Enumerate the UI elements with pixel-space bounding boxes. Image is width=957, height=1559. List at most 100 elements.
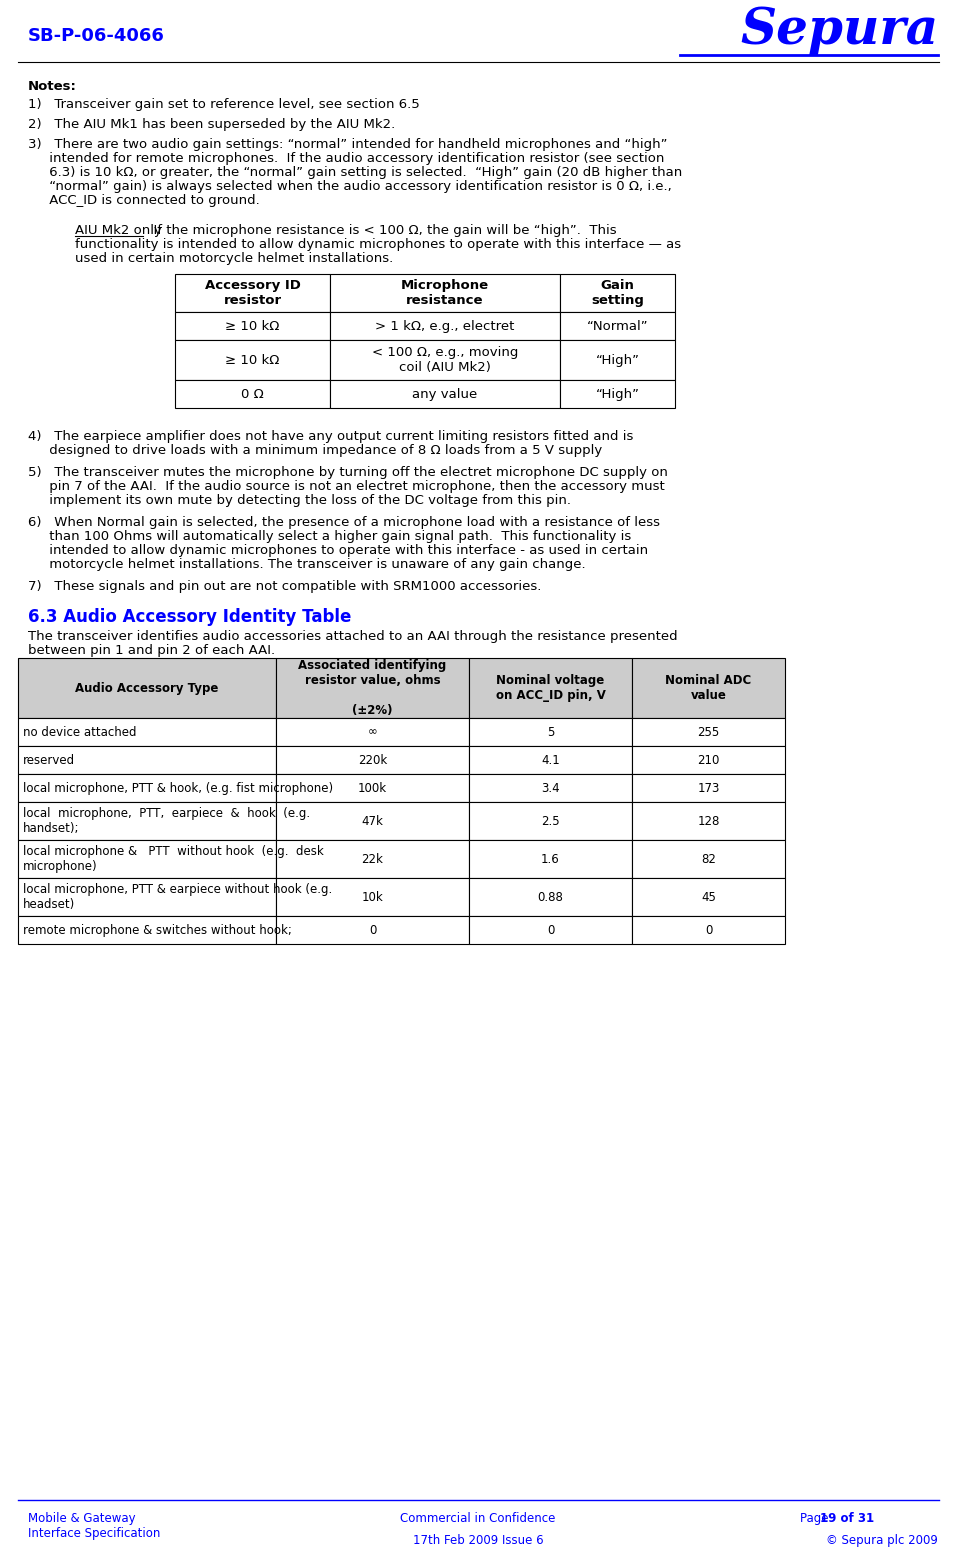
Bar: [330, 274, 560, 312]
Bar: [469, 719, 632, 747]
Text: Nominal ADC
value: Nominal ADC value: [665, 673, 751, 702]
Text: local microphone, PTT & earpiece without hook (e.g.
headset): local microphone, PTT & earpiece without…: [23, 882, 332, 910]
Text: ≥ 10 kΩ: ≥ 10 kΩ: [225, 354, 279, 366]
Text: 47k: 47k: [362, 814, 384, 828]
Text: Sepura: Sepura: [740, 6, 938, 55]
Text: > 1 kΩ, e.g., electret: > 1 kΩ, e.g., electret: [375, 320, 515, 332]
Text: local microphone &   PTT  without hook  (e.g.  desk
microphone): local microphone & PTT without hook (e.g…: [23, 845, 323, 873]
Text: 0: 0: [704, 923, 712, 937]
Bar: [632, 658, 785, 719]
Bar: [18, 658, 276, 719]
Text: Associated identifying
resistor value, ohms

(±2%): Associated identifying resistor value, o…: [299, 659, 447, 717]
Bar: [276, 658, 469, 719]
Text: 0 Ω: 0 Ω: [241, 388, 264, 401]
Bar: [560, 380, 675, 408]
Bar: [330, 312, 560, 340]
Bar: [276, 747, 469, 773]
Text: any value: any value: [412, 388, 478, 401]
Text: implement its own mute by detecting the loss of the DC voltage from this pin.: implement its own mute by detecting the …: [28, 494, 571, 507]
Text: between pin 1 and pin 2 of each AAI.: between pin 1 and pin 2 of each AAI.: [28, 644, 275, 656]
Text: Nominal voltage
on ACC_ID pin, V: Nominal voltage on ACC_ID pin, V: [496, 673, 606, 702]
Text: used in certain motorcycle helmet installations.: used in certain motorcycle helmet instal…: [75, 253, 393, 265]
Bar: [175, 274, 330, 312]
Bar: [632, 917, 785, 945]
Bar: [18, 917, 276, 945]
Bar: [469, 917, 632, 945]
Text: “High”: “High”: [595, 354, 639, 366]
Text: 6.3 Audio Accessory Identity Table: 6.3 Audio Accessory Identity Table: [28, 608, 351, 627]
Text: ∞: ∞: [367, 725, 377, 739]
Text: 100k: 100k: [358, 781, 387, 795]
Text: local microphone, PTT & hook, (e.g. fist microphone): local microphone, PTT & hook, (e.g. fist…: [23, 781, 333, 795]
Text: Page: Page: [800, 1512, 833, 1525]
Bar: [469, 840, 632, 878]
Text: Audio Accessory Type: Audio Accessory Type: [76, 681, 219, 694]
Bar: [469, 747, 632, 773]
Bar: [469, 801, 632, 840]
Bar: [18, 719, 276, 747]
Text: functionality is intended to allow dynamic microphones to operate with this inte: functionality is intended to allow dynam…: [75, 239, 681, 251]
Text: 1)   Transceiver gain set to reference level, see section 6.5: 1) Transceiver gain set to reference lev…: [28, 98, 420, 111]
Bar: [18, 878, 276, 917]
Text: Commercial in Confidence: Commercial in Confidence: [400, 1512, 556, 1525]
Text: ACC_ID is connected to ground.: ACC_ID is connected to ground.: [28, 193, 259, 207]
Text: 7)   These signals and pin out are not compatible with SRM1000 accessories.: 7) These signals and pin out are not com…: [28, 580, 542, 592]
Text: 4.1: 4.1: [541, 753, 560, 767]
Bar: [632, 773, 785, 801]
Text: Mobile & Gateway: Mobile & Gateway: [28, 1512, 136, 1525]
Bar: [18, 747, 276, 773]
Bar: [18, 840, 276, 878]
Text: Accessory ID
resistor: Accessory ID resistor: [205, 279, 300, 307]
Bar: [632, 801, 785, 840]
Bar: [469, 878, 632, 917]
Text: 82: 82: [701, 853, 716, 865]
Bar: [469, 658, 632, 719]
Text: 19 of 31: 19 of 31: [820, 1512, 874, 1525]
Text: “Normal”: “Normal”: [587, 320, 648, 332]
Bar: [330, 340, 560, 380]
Text: 3.4: 3.4: [542, 781, 560, 795]
Text: local  microphone,  PTT,  earpiece  &  hook  (e.g.
handset);: local microphone, PTT, earpiece & hook (…: [23, 808, 310, 836]
Bar: [276, 878, 469, 917]
Text: “High”: “High”: [595, 388, 639, 401]
Text: 4)   The earpiece amplifier does not have any output current limiting resistors : 4) The earpiece amplifier does not have …: [28, 430, 634, 443]
Text: reserved: reserved: [23, 753, 76, 767]
Text: 0: 0: [546, 923, 554, 937]
Text: no device attached: no device attached: [23, 725, 137, 739]
Bar: [276, 840, 469, 878]
Text: Microphone
resistance: Microphone resistance: [401, 279, 489, 307]
Bar: [632, 840, 785, 878]
Bar: [632, 747, 785, 773]
Text: 22k: 22k: [362, 853, 384, 865]
Text: “normal” gain) is always selected when the audio accessory identification resist: “normal” gain) is always selected when t…: [28, 179, 672, 193]
Bar: [632, 719, 785, 747]
Text: 173: 173: [698, 781, 720, 795]
Text: 10k: 10k: [362, 890, 384, 904]
Bar: [276, 917, 469, 945]
Bar: [18, 801, 276, 840]
Bar: [175, 380, 330, 408]
Text: pin 7 of the AAI.  If the audio source is not an electret microphone, then the a: pin 7 of the AAI. If the audio source is…: [28, 480, 665, 493]
Text: < 100 Ω, e.g., moving
coil (AIU Mk2): < 100 Ω, e.g., moving coil (AIU Mk2): [372, 346, 518, 374]
Text: 128: 128: [698, 814, 720, 828]
Bar: [175, 340, 330, 380]
Bar: [469, 773, 632, 801]
Text: remote microphone & switches without hook;: remote microphone & switches without hoo…: [23, 923, 292, 937]
Text: 220k: 220k: [358, 753, 388, 767]
Text: 6.3) is 10 kΩ, or greater, the “normal” gain setting is selected.  “High” gain (: 6.3) is 10 kΩ, or greater, the “normal” …: [28, 165, 682, 179]
Text: 17th Feb 2009 Issue 6: 17th Feb 2009 Issue 6: [412, 1534, 544, 1547]
Text: 5)   The transceiver mutes the microphone by turning off the electret microphone: 5) The transceiver mutes the microphone …: [28, 466, 668, 479]
Text: 3)   There are two audio gain settings: “normal” intended for handheld microphon: 3) There are two audio gain settings: “n…: [28, 139, 667, 151]
Text: © Sepura plc 2009: © Sepura plc 2009: [826, 1534, 938, 1547]
Bar: [276, 719, 469, 747]
Text: 0: 0: [368, 923, 376, 937]
Text: 255: 255: [698, 725, 720, 739]
Text: 45: 45: [701, 890, 716, 904]
Text: The transceiver identifies audio accessories attached to an AAI through the resi: The transceiver identifies audio accesso…: [28, 630, 678, 642]
Text: intended for remote microphones.  If the audio accessory identification resistor: intended for remote microphones. If the …: [28, 151, 664, 165]
Text: 1.6: 1.6: [541, 853, 560, 865]
Bar: [560, 340, 675, 380]
Bar: [276, 801, 469, 840]
Text: ≥ 10 kΩ: ≥ 10 kΩ: [225, 320, 279, 332]
Bar: [632, 878, 785, 917]
